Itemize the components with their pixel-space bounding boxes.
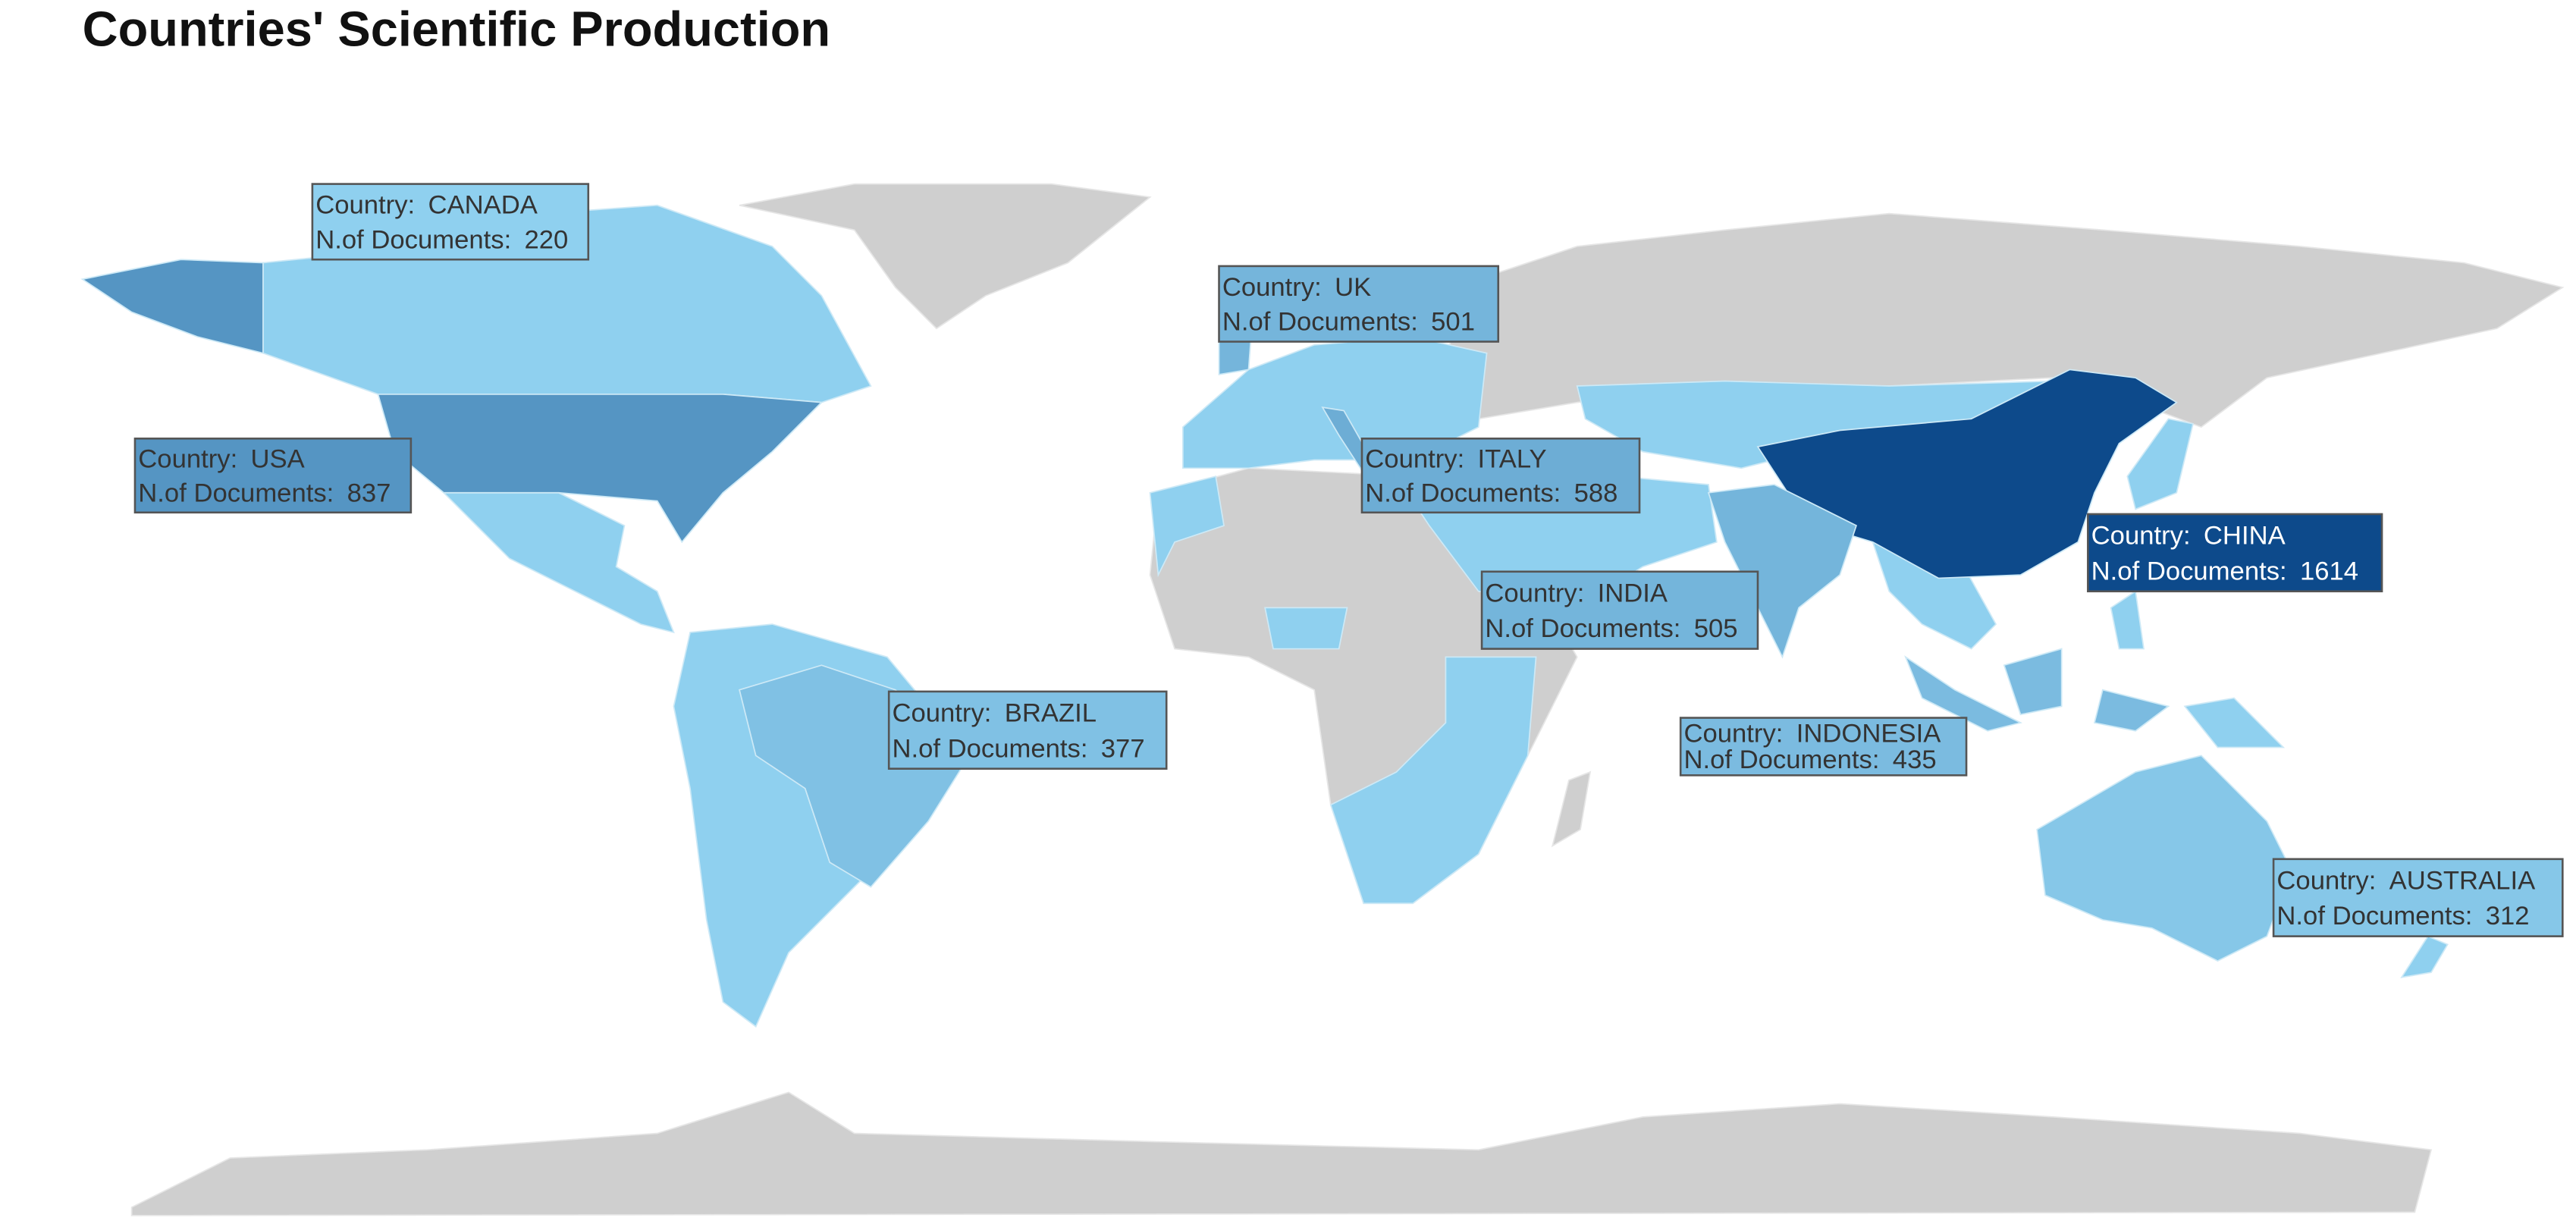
tooltip: Country: ITALY N.of Documents: 588 [1360,438,1641,514]
country-name: BRAZIL [1005,699,1097,728]
field-label: N.of Documents: [1684,745,1880,774]
field-label: N.of Documents: [315,225,511,254]
document-count: 837 [347,479,391,508]
tooltip-line: Country: INDIA [1485,579,1668,607]
tooltip: Country: AUSTRALIA N.of Documents: 312 [2272,858,2564,937]
land [739,183,1152,330]
country-name: INDONESIA [1796,719,1941,748]
tooltip-box [1679,717,1968,777]
land [442,491,675,634]
land [2400,935,2449,978]
tooltip-line: Country: USA [138,445,305,474]
document-count: 377 [1101,734,1145,763]
land [1182,336,1488,469]
tooltip-box [887,690,1168,770]
tooltip-line: Country: UK [1222,273,1371,302]
tooltip-line: Country: CANADA [315,191,538,220]
tooltip-box [2087,513,2383,593]
land [2126,418,2195,510]
field-label: Country: [892,699,991,728]
tooltip-box [311,183,590,261]
document-count: 220 [525,225,569,254]
tooltip-line: N.of Documents: 505 [1485,614,1737,643]
tooltip-line: N.of Documents: 435 [1684,745,1937,774]
country-shape [1904,648,2170,732]
tooltip: Country: UK N.of Documents: 501 [1218,265,1500,343]
tooltip: Country: CANADA N.of Documents: 220 [311,183,590,261]
tooltip-line: Country: INDONESIA [1684,719,1942,748]
tooltip-line: N.of Documents: 220 [315,225,568,254]
tooltip-line: N.of Documents: 837 [138,479,391,508]
tooltip: Country: USA N.of Documents: 837 [133,438,413,514]
field-label: N.of Documents: [138,479,334,508]
field-label: Country: [2276,867,2376,896]
tooltip-line: Country: AUSTRALIA [2276,867,2536,896]
document-count: 435 [1893,745,1937,774]
country-shape [1756,369,2178,579]
field-label: N.of Documents: [2276,902,2472,930]
country-name: ITALY [1478,445,1547,474]
tooltip-box [1218,265,1500,343]
land [1149,475,1225,578]
field-label: Country: [1365,445,1464,474]
country-name: UK [1335,273,1371,302]
tooltip-line: N.of Documents: 588 [1365,479,1617,508]
tooltip-line: Country: ITALY [1365,445,1546,474]
document-count: 312 [2486,902,2530,930]
country-shape [2036,755,2292,962]
field-label: N.of Documents: [1485,614,1680,643]
tooltip-box [2272,858,2564,937]
document-count: 588 [1574,479,1618,508]
map-title: Countries' Scientific Production [83,1,830,56]
field-label: Country: [138,445,237,474]
tooltip-line: N.of Documents: 501 [1222,308,1475,337]
land [1329,656,1537,905]
tooltip-line: Country: CHINA [2091,522,2286,551]
tooltip-line: Country: BRAZIL [892,699,1097,728]
land [1264,607,1348,650]
field-label: N.of Documents: [1365,479,1561,508]
land [1551,770,1592,848]
tooltip: Country: BRAZIL N.of Documents: 377 [887,690,1168,770]
country-name: INDIA [1598,579,1668,607]
land [130,1091,2433,1216]
tooltip-box [1360,438,1641,514]
field-label: N.of Documents: [1222,308,1418,337]
tooltip-line: N.of Documents: 1614 [2091,557,2358,585]
country-shape [80,259,824,544]
field-label: Country: [1485,579,1584,607]
field-label: Country: [315,191,415,220]
tooltip-line: N.of Documents: 377 [892,734,1144,763]
tooltip: Country: INDIA N.of Documents: 505 [1480,570,1759,650]
country-name: AUSTRALIA [2389,867,2536,896]
tooltip-box [1480,570,1759,650]
tooltip: Country: CHINA N.of Documents: 1614 [2087,513,2383,593]
country-name: CHINA [2204,522,2286,551]
field-label: Country: [1684,719,1784,748]
document-count: 501 [1431,308,1475,337]
field-label: N.of Documents: [892,734,1087,763]
country-name: USA [251,445,306,474]
land [2183,697,2286,748]
field-label: N.of Documents: [2091,557,2287,585]
field-label: Country: [1222,273,1322,302]
document-count: 1614 [2300,557,2358,585]
tooltip-line: N.of Documents: 312 [2276,902,2529,930]
tooltip-box [133,438,413,514]
document-count: 505 [1694,614,1738,643]
country-name: CANADA [428,191,538,220]
land [2110,590,2145,650]
field-label: Country: [2091,522,2191,551]
country-shape [1707,484,1857,659]
